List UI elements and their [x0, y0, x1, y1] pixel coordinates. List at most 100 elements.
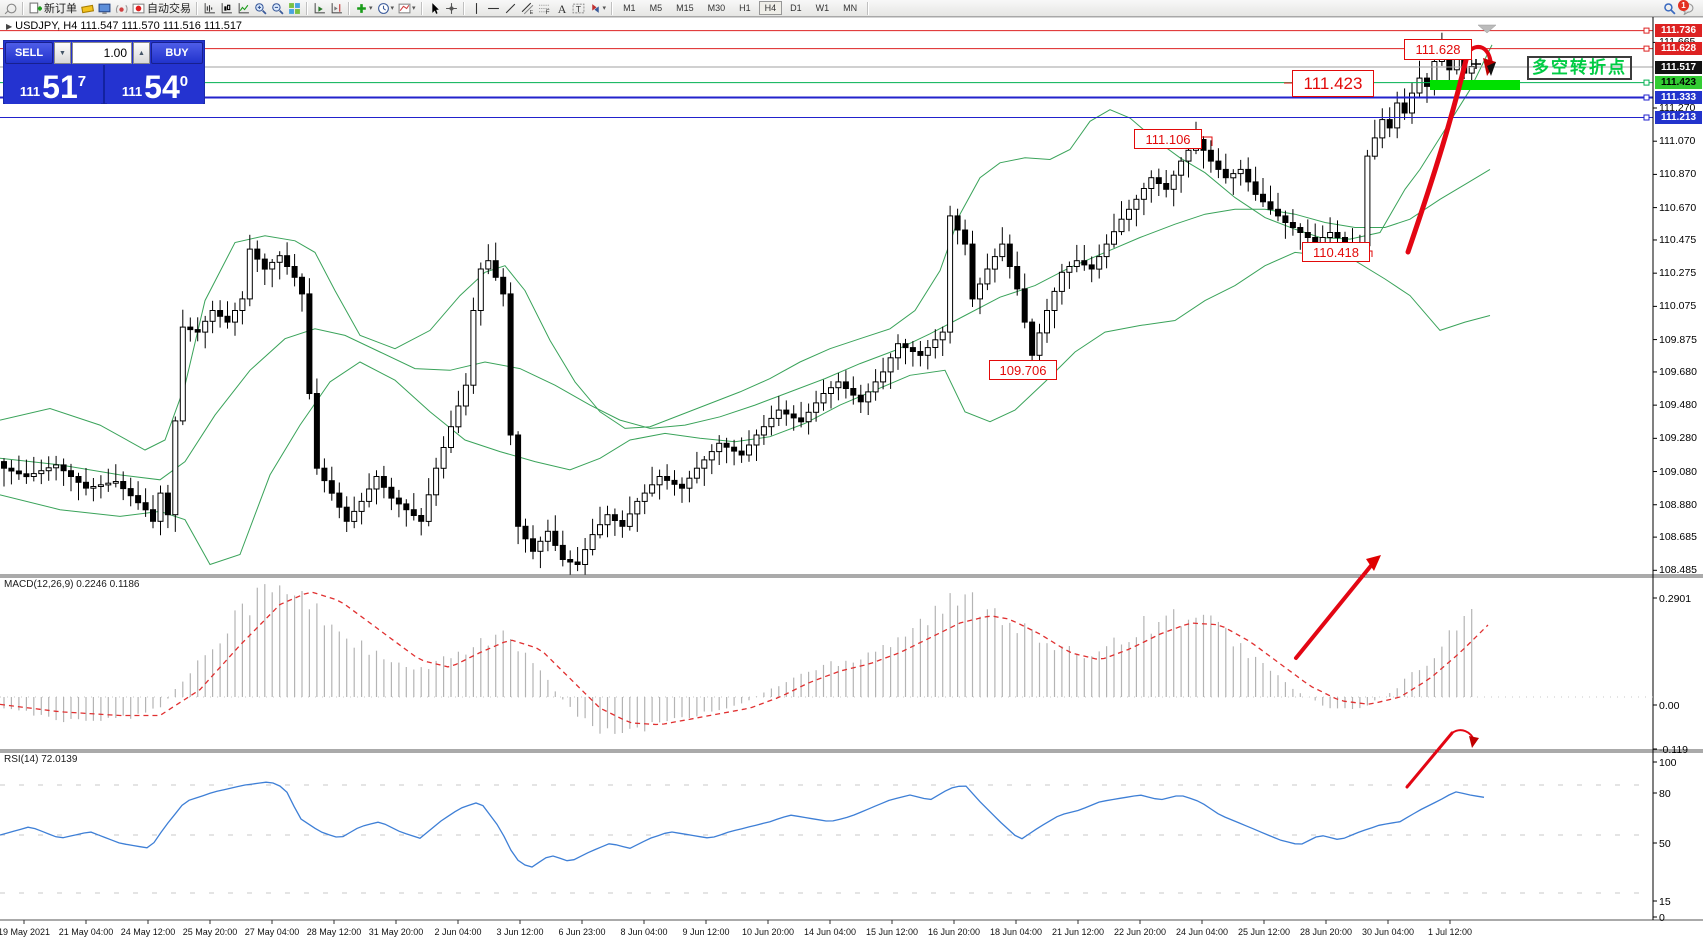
- timeframe-button-M1[interactable]: M1: [623, 3, 636, 13]
- equidistant-channel-tool[interactable]: E: [519, 1, 536, 16]
- zoom-out-button[interactable]: [269, 1, 286, 16]
- profiles-icon[interactable]: [79, 1, 96, 16]
- auto-scroll-button[interactable]: [311, 1, 328, 16]
- rsi-scale-label: 50: [1659, 838, 1671, 850]
- bar-chart-icon[interactable]: [201, 1, 218, 16]
- timeframe-button-MN[interactable]: MN: [843, 3, 858, 13]
- candle: [299, 276, 305, 295]
- candle: [671, 479, 678, 485]
- candle: [626, 513, 633, 527]
- candle: [261, 258, 268, 270]
- periods-dropdown[interactable]: ▾: [375, 1, 397, 16]
- price-annotation-111.106[interactable]: 111.106: [1134, 129, 1202, 149]
- price-annotation-110.418[interactable]: 110.418: [1302, 242, 1370, 262]
- volume-increase-button[interactable]: ▲: [133, 42, 150, 64]
- new-order-label: 新订单: [44, 3, 77, 15]
- volume-decrease-button[interactable]: ▼: [54, 42, 71, 64]
- toolbar-separator: [462, 1, 465, 15]
- candle: [30, 473, 37, 478]
- candle: [1088, 264, 1095, 270]
- candle: [895, 343, 901, 359]
- timeframe-button-H1[interactable]: H1: [739, 3, 751, 13]
- chevron-down-icon: ▾: [602, 5, 607, 12]
- trend-arrow-macd[interactable]: [1294, 560, 1376, 660]
- search-icon[interactable]: [1661, 1, 1678, 16]
- candle: [1111, 231, 1117, 245]
- main-toolbar: 新订单 自动交易 ▾ ▾ ▾ E F A T ▾ M1 M5 M15 M30 H1 H4 D1 W1 MN: [0, 0, 1703, 17]
- tile-windows-button[interactable]: [286, 1, 303, 16]
- timeframe-button-D1[interactable]: D1: [790, 3, 802, 13]
- candle: [1036, 332, 1043, 356]
- new-order-button[interactable]: 新订单: [27, 1, 79, 16]
- arrows-dropdown[interactable]: ▾: [587, 1, 609, 16]
- candle: [656, 476, 663, 486]
- price-annotation-111.628[interactable]: 111.628: [1404, 39, 1472, 60]
- time-axis-label: 24 May 12:00: [120, 927, 176, 937]
- fast-nav-triangle-icon[interactable]: [1477, 24, 1497, 34]
- zoom-in-button[interactable]: [252, 1, 269, 16]
- candle: [1103, 243, 1110, 258]
- candle: [448, 426, 454, 449]
- vertical-line-tool[interactable]: [468, 1, 485, 16]
- time-axis-label: 24 Jun 04:00: [1175, 927, 1229, 937]
- history-icon[interactable]: [2, 1, 19, 16]
- candle: [977, 283, 983, 300]
- market-watch-icon[interactable]: [96, 1, 113, 16]
- price-annotation-111.423[interactable]: 111.423: [1292, 70, 1374, 97]
- macd-scale-label: 0.00: [1659, 700, 1680, 712]
- candle: [760, 426, 767, 436]
- candlestick-chart-icon[interactable]: [218, 1, 235, 16]
- candle: [686, 477, 693, 489]
- trend-arrow-main[interactable]: [1405, 49, 1471, 255]
- candle: [239, 298, 246, 311]
- candle: [753, 434, 760, 446]
- candle: [932, 339, 939, 348]
- cursor-tool-button[interactable]: [426, 1, 443, 16]
- fibonacci-tool[interactable]: F: [536, 1, 553, 16]
- collapse-triangle-icon[interactable]: ▶: [6, 22, 13, 31]
- sell-button[interactable]: SELL: [5, 42, 53, 64]
- candle: [440, 447, 447, 469]
- buy-button[interactable]: BUY: [151, 42, 203, 64]
- candle: [842, 381, 849, 389]
- candle: [1140, 188, 1147, 200]
- highlight-bar[interactable]: [1430, 80, 1520, 90]
- templates-dropdown[interactable]: ▾: [396, 1, 418, 16]
- candle: [194, 329, 201, 333]
- timeframe-button-W1[interactable]: W1: [815, 3, 830, 13]
- turning-point-note[interactable]: 多空转折点: [1527, 56, 1632, 80]
- candle: [1386, 119, 1393, 129]
- price-tick-label: 110.670: [1659, 202, 1697, 214]
- trend-arrow-rsi[interactable]: [1405, 731, 1454, 789]
- volume-input[interactable]: 1.00: [72, 42, 132, 64]
- candle: [23, 473, 30, 478]
- toolbar-separator: [306, 1, 308, 15]
- autotrading-button[interactable]: 自动交易: [130, 1, 193, 16]
- timeframe-button-M15[interactable]: M15: [676, 3, 694, 13]
- candle: [619, 520, 626, 527]
- candle: [1096, 256, 1103, 270]
- sell-price-display[interactable]: 111 51 7: [5, 65, 101, 104]
- notification-badge[interactable]: 1: [1678, 0, 1689, 11]
- candle: [865, 391, 872, 403]
- chevron-down-icon: ▾: [390, 5, 395, 12]
- buy-price-display[interactable]: 111 54 0: [107, 65, 203, 104]
- text-label-tool[interactable]: T: [570, 1, 587, 16]
- trendline-tool[interactable]: [502, 1, 519, 16]
- timeframe-button-M5[interactable]: M5: [649, 3, 663, 13]
- candle: [75, 476, 82, 483]
- candle: [969, 243, 976, 300]
- text-tool[interactable]: A: [553, 1, 570, 16]
- chart-shift-button[interactable]: [328, 1, 345, 16]
- signals-icon[interactable]: [113, 1, 130, 16]
- timeframe-button-H4[interactable]: H4: [758, 1, 783, 15]
- crosshair-tool-button[interactable]: [443, 1, 460, 16]
- candle: [127, 488, 134, 497]
- horizontal-line-tool[interactable]: [485, 1, 502, 16]
- line-chart-icon[interactable]: [235, 1, 252, 16]
- candle: [589, 534, 596, 550]
- price-annotation-109.706[interactable]: 109.706: [989, 360, 1057, 380]
- indicators-dropdown[interactable]: ▾: [353, 1, 375, 16]
- timeframe-button-M30[interactable]: M30: [707, 3, 726, 13]
